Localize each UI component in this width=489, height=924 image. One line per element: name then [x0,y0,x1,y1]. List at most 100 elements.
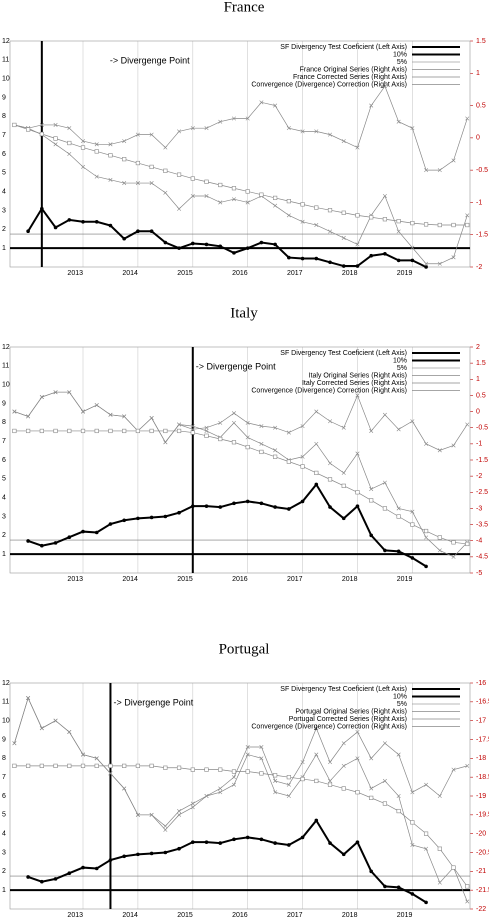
point [424,441,429,446]
point [300,256,305,261]
y2-tick-label: -20 [476,831,486,838]
legend-label: SF Divergency Test Coeficient (Left Axis… [280,44,407,51]
point [12,122,17,128]
point [341,470,346,475]
series-line [14,124,468,265]
point [232,837,236,842]
point [328,260,332,265]
series-line [27,818,427,904]
point [245,769,250,774]
point [396,793,401,799]
point [231,775,236,780]
point [135,812,140,817]
legend-label: 5% [397,59,407,66]
point [40,879,44,884]
point [437,448,442,453]
point [382,801,388,806]
point [231,420,236,425]
y-tick-label: 7 [2,438,6,445]
y2-tick-label: -1 [476,441,482,448]
y-tick-label: 2 [2,532,6,539]
point [259,240,264,245]
point [190,840,195,844]
point [81,865,85,870]
point [80,139,86,144]
point [39,763,44,768]
point [190,126,195,131]
point [122,139,127,144]
point [26,763,31,768]
point [53,877,58,881]
point [273,103,278,108]
y2-tick-label: -4 [476,538,482,545]
y-tick-label: 9 [2,400,6,407]
annotation: -> Divergenge Point [113,697,193,707]
point [328,461,333,466]
y-tick-label: 7 [2,774,6,781]
point [122,786,127,791]
x-tick-label: 2016 [232,270,248,277]
point [355,840,360,844]
y2-tick-label: 2 [476,344,480,351]
point [437,261,442,266]
point [245,420,250,425]
point [273,454,278,459]
point [149,132,154,137]
point [163,190,168,195]
point [122,157,127,162]
y-tick-label: 1 [2,245,6,252]
point [94,149,99,154]
point [355,504,360,508]
point [135,160,140,166]
point [94,142,99,147]
point [40,543,44,548]
point [383,884,387,889]
legend-label: SF Divergency Test Coeficient (Left Axis… [280,350,407,357]
point [122,428,127,434]
point [218,841,223,845]
point [327,782,333,787]
point [67,126,72,131]
point [135,763,140,768]
point [108,153,113,158]
point [177,812,182,817]
point [314,726,319,731]
x-tick-label: 2016 [232,912,248,919]
point [424,564,428,569]
point [287,507,291,511]
point [218,244,223,249]
point [300,760,305,765]
point [39,395,44,400]
point [328,419,333,424]
legend-label: 5% [397,701,407,708]
y-tick-label: 9 [2,736,6,743]
point [286,126,291,131]
point [149,428,154,434]
point [218,119,223,124]
x-tick-label: 2013 [67,576,83,583]
y2-tick-label: 0.5 [476,392,486,399]
y2-tick-label: -3.5 [476,521,488,528]
point [259,501,264,506]
y2-tick-label: -21 [476,868,486,875]
point [341,210,346,215]
chart-title: France [224,0,265,15]
point [273,425,278,430]
point [259,192,264,197]
y2-tick-label: -2.5 [476,489,488,496]
point [39,122,44,127]
point [465,763,470,768]
point [382,84,387,89]
point [39,131,44,137]
point [259,756,264,761]
point [190,424,195,429]
point [396,258,401,263]
point [465,116,470,121]
point [218,767,223,772]
y2-tick-label: 0 [476,135,480,142]
y-tick-label: 4 [2,189,6,196]
point [218,786,223,791]
plot-frame [9,682,471,910]
series-line [14,430,468,545]
point [190,241,195,246]
